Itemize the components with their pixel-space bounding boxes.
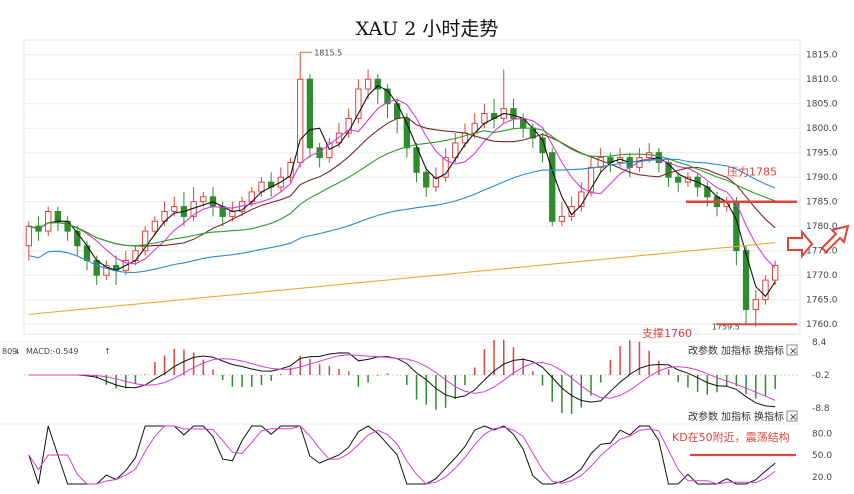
candle-body: [771, 264, 779, 281]
price-tick-label: 1815.0: [806, 51, 838, 61]
price-panel: 1815.0 1810.0 1805.0 1800.0 1795.0 1790.0 1785…: [23, 39, 838, 340]
candle-body: [229, 211, 236, 217]
ma-line-green: [28, 127, 776, 247]
price-tick-label: 1795.0: [806, 149, 838, 159]
candle-body: [432, 176, 440, 188]
kd-tick-label: 20.0: [812, 473, 832, 483]
macd-arrow-up: ↑: [104, 347, 111, 356]
candle-body: [171, 206, 178, 213]
kd-tick-label: 50.0: [812, 451, 832, 461]
macd-panel: 809↓ MACD:-0.549 ↑ 8.4 -0.2 -8.8: [0, 338, 830, 414]
candle-body: [287, 162, 294, 178]
resistance-label: 压力1785: [727, 166, 777, 179]
candle-body: [355, 88, 362, 119]
candle-body: [74, 230, 81, 247]
candle-body: [403, 117, 411, 149]
price-tick-label: 1760.0: [806, 320, 838, 330]
chart-title: XAU 2 小时走势: [355, 18, 499, 40]
overlays: 改参数 加指标 换指标 ×改参数 加指标 换指标 ×: [688, 224, 850, 423]
candle-body: [200, 196, 207, 203]
close-icon[interactable]: ×: [789, 412, 797, 423]
candle-body: [393, 103, 401, 119]
up-right-arrow-icon: [820, 224, 850, 254]
candle-body: [452, 142, 459, 159]
kd-tick-label: 80.0: [812, 429, 832, 439]
macd-tick-label: -8.8: [812, 404, 830, 414]
macd-tick-label: 8.4: [812, 338, 827, 348]
candle-body: [413, 147, 420, 173]
macd-dif-line: [28, 352, 776, 408]
kd-annotation: KD在50附近，震荡结构: [672, 430, 790, 444]
candle-body: [103, 264, 110, 276]
macd-arrow-down: ↓: [14, 347, 21, 356]
candle-body: [54, 211, 62, 222]
candle-body: [549, 152, 556, 222]
ma-line-slow: [28, 116, 776, 247]
price-tick-label: 1800.0: [806, 124, 838, 134]
price-tick-label: 1765.0: [806, 296, 838, 306]
candle-body: [141, 230, 149, 252]
candle-body: [132, 250, 139, 261]
price-frame: [23, 39, 801, 335]
candle-body: [326, 142, 333, 159]
indicator-control-2[interactable]: 加指标: [721, 410, 751, 423]
ma-line-blue: [28, 158, 776, 274]
candle-body: [384, 88, 391, 105]
candle-body: [306, 78, 314, 149]
candle-body: [151, 220, 159, 232]
macd-prefix-value: 809: [2, 347, 17, 356]
ma-line-orange: [28, 242, 776, 315]
candle-body: [597, 157, 604, 168]
candle-body: [423, 171, 430, 188]
price-tick-label: 1810.0: [806, 75, 838, 85]
macd-tick-label: -0.2: [812, 371, 830, 381]
indicator-control-2[interactable]: 加指标: [721, 344, 751, 357]
candle-body: [374, 78, 381, 90]
candle-body: [45, 211, 52, 232]
high-marker-label: 1815.5: [314, 48, 342, 57]
kd-d-line: [28, 425, 776, 485]
candle-body: [297, 78, 304, 163]
candle-body: [510, 108, 517, 119]
price-tick-label: 1770.0: [806, 271, 838, 281]
ma-line-mid: [28, 99, 776, 269]
kd-panel: 80.0 50.0 20.0 KD在50附近，震荡结构: [0, 423, 832, 485]
indicator-control-1[interactable]: 改参数: [688, 410, 718, 423]
price-tick-label: 1780.0: [806, 222, 838, 232]
price-tick-label: 1785.0: [806, 198, 838, 208]
candle-body: [752, 299, 759, 311]
indicator-control-1[interactable]: 改参数: [688, 344, 718, 357]
indicator-control-3[interactable]: 换指标: [754, 410, 784, 423]
candle-body: [442, 157, 449, 178]
candle-body: [578, 191, 585, 208]
right-arrow-icon: [787, 229, 814, 259]
candle-body: [461, 132, 469, 144]
candle-body: [675, 176, 682, 183]
candle-body: [742, 250, 750, 310]
candle-body: [539, 137, 546, 154]
candle-body: [762, 279, 769, 301]
price-tick-label: 1790.0: [806, 173, 838, 183]
candle-body: [587, 166, 595, 193]
macd-dea-line: [28, 354, 776, 401]
close-icon[interactable]: ×: [789, 346, 797, 357]
candle-body: [335, 132, 343, 144]
close-button[interactable]: [786, 410, 798, 422]
candle-body: [25, 225, 33, 247]
candle-body: [93, 260, 100, 276]
kd-k-line: [28, 425, 776, 485]
candle-body: [558, 215, 566, 222]
macd-indicator-label: MACD:-0.549: [26, 347, 78, 356]
support-label: 支撑1760: [642, 326, 692, 340]
close-button[interactable]: [786, 344, 798, 356]
price-tick-label: 1775.0: [806, 247, 838, 257]
low-marker-label: 1759.5: [712, 323, 740, 332]
indicator-control-3[interactable]: 换指标: [754, 344, 784, 357]
candle-body: [364, 78, 372, 90]
price-tick-label: 1805.0: [806, 100, 838, 110]
candle-body: [636, 157, 643, 168]
